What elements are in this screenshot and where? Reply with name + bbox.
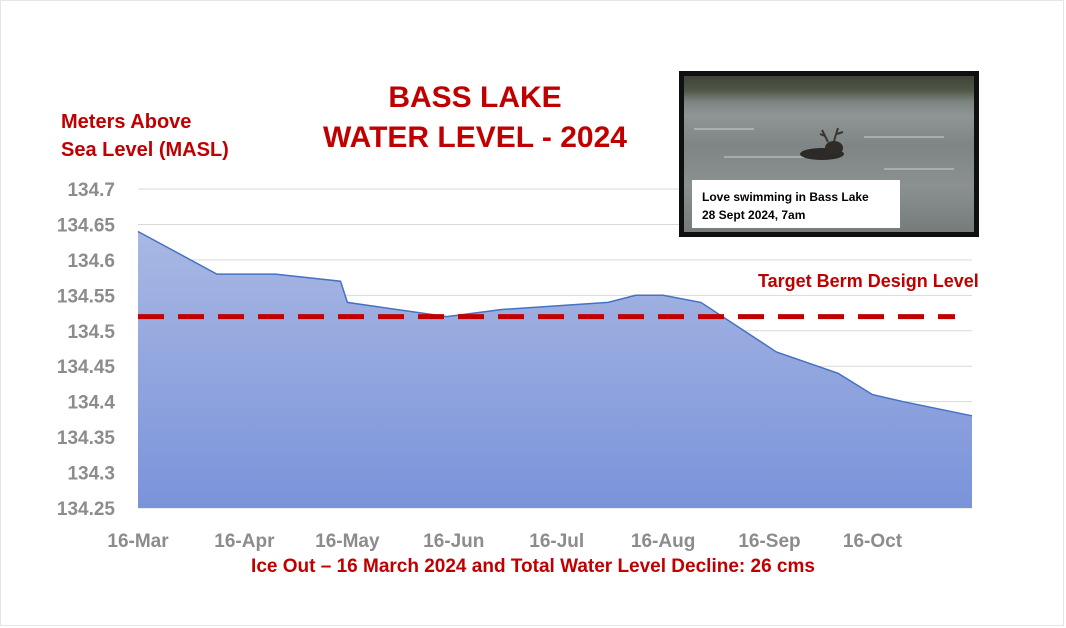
y-tick-label: 134.55 — [57, 286, 116, 307]
x-tick-label: 16-Oct — [843, 531, 903, 552]
y-axis-label: Meters Above Sea Level (MASL) — [61, 108, 229, 164]
x-tick-label: 16-Jul — [529, 531, 584, 552]
x-tick-label: 16-Jun — [423, 531, 484, 552]
y-axis-label-line-2: Sea Level (MASL) — [61, 139, 229, 161]
photo-caption-line-2: 28 Sept 2024, 7am — [702, 208, 806, 222]
y-tick-label: 134.65 — [57, 215, 116, 236]
water-ripple — [724, 156, 814, 158]
series-area-layer — [137, 230, 973, 508]
x-tick-label: 16-Apr — [214, 531, 275, 552]
y-axis-ticks: 134.25 134.3 134.35 134.4 134.45 134.5 134.55 1… — [57, 180, 116, 520]
x-axis-ticks: 16-Mar 16-Apr 16-May 16-Jun 16-Jul 16-Aug 16-S… — [107, 531, 902, 552]
x-tick-label: 16-Sep — [738, 531, 800, 552]
lake-photo-image: Love swimming in Bass Lake 28 Sept 2024,… — [684, 76, 974, 232]
y-tick-label: 134.5 — [67, 322, 115, 343]
swimming-moose-icon — [800, 127, 844, 160]
reference-line-label: Target Berm Design Level — [758, 271, 979, 291]
chart-title: BASS LAKE WATER LEVEL - 2024 — [290, 78, 660, 158]
chart-annotation: Ice Out – 16 March 2024 and Total Water … — [251, 556, 815, 577]
y-tick-label: 134.45 — [57, 357, 116, 378]
y-tick-label: 134.6 — [67, 251, 115, 272]
y-axis-label-line-1: Meters Above — [61, 111, 192, 133]
y-tick-label: 134.4 — [67, 393, 115, 414]
y-tick-label: 134.25 — [57, 499, 116, 520]
x-tick-label: 16-Mar — [107, 531, 169, 552]
y-tick-label: 134.35 — [57, 428, 116, 449]
moose-photo: Love swimming in Bass Lake 28 Sept 2024,… — [679, 71, 979, 237]
chart-title-line-1: BASS LAKE — [388, 81, 562, 114]
water-ripple — [884, 168, 954, 170]
chart-title-line-2: WATER LEVEL - 2024 — [323, 121, 627, 154]
y-tick-label: 134.3 — [67, 464, 115, 485]
water-level-line — [137, 230, 973, 417]
y-tick-label: 134.7 — [67, 180, 115, 201]
water-ripple — [864, 136, 944, 138]
photo-caption-line-1: Love swimming in Bass Lake — [702, 190, 869, 204]
photo-caption: Love swimming in Bass Lake 28 Sept 2024,… — [692, 180, 900, 228]
x-tick-label: 16-May — [315, 531, 380, 552]
water-ripple — [694, 128, 754, 130]
x-tick-label: 16-Aug — [631, 531, 695, 552]
